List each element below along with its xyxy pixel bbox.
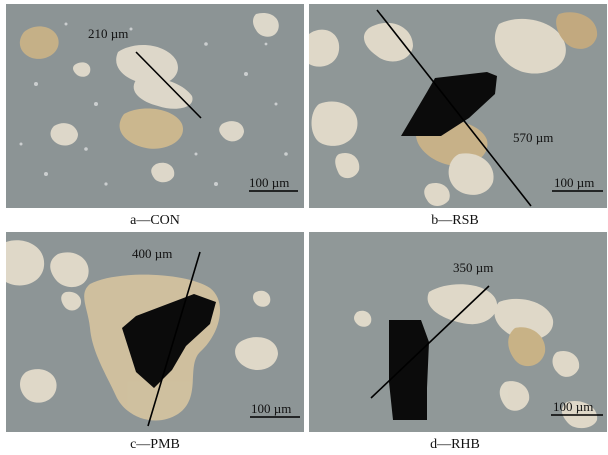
- measure-line: [147, 251, 201, 427]
- micrograph-con: 210 µm 100 µm: [6, 4, 304, 208]
- measure-label: 210 µm: [88, 26, 128, 41]
- scale-bar-label: 100 µm: [553, 399, 593, 414]
- dark-particle: [401, 72, 497, 136]
- scale-bar-label: 100 µm: [554, 175, 594, 190]
- measure-label: 350 µm: [453, 260, 493, 275]
- scale-bar-label: 100 µm: [249, 175, 289, 190]
- measure-label: 570 µm: [513, 130, 553, 145]
- dark-particle: [122, 294, 216, 388]
- measure-line: [135, 51, 202, 119]
- panel-caption: d—RHB: [430, 437, 480, 452]
- dark-particle: [389, 320, 429, 420]
- micrograph-panel-rsb: 570 µm 100 µm: [309, 4, 607, 208]
- measure-label: 400 µm: [132, 246, 172, 261]
- panel-caption: a—CON: [130, 213, 180, 228]
- micrograph-panel-con: 210 µm 100 µm: [6, 4, 304, 208]
- micrograph-panel-rhb: 350 µm 100 µm: [309, 232, 607, 432]
- measure-line: [376, 9, 532, 207]
- panel-caption: c—PMB: [130, 437, 180, 452]
- micrograph-rsb: 570 µm 100 µm: [309, 4, 607, 208]
- micrograph-panel-pmb: 400 µm 100 µm: [6, 232, 304, 432]
- micrograph-rhb: 350 µm 100 µm: [309, 232, 607, 432]
- measure-line: [370, 285, 490, 399]
- micrograph-pmb: 400 µm 100 µm: [6, 232, 304, 432]
- scale-bar-label: 100 µm: [251, 401, 291, 416]
- panel-caption: b—RSB: [431, 213, 479, 228]
